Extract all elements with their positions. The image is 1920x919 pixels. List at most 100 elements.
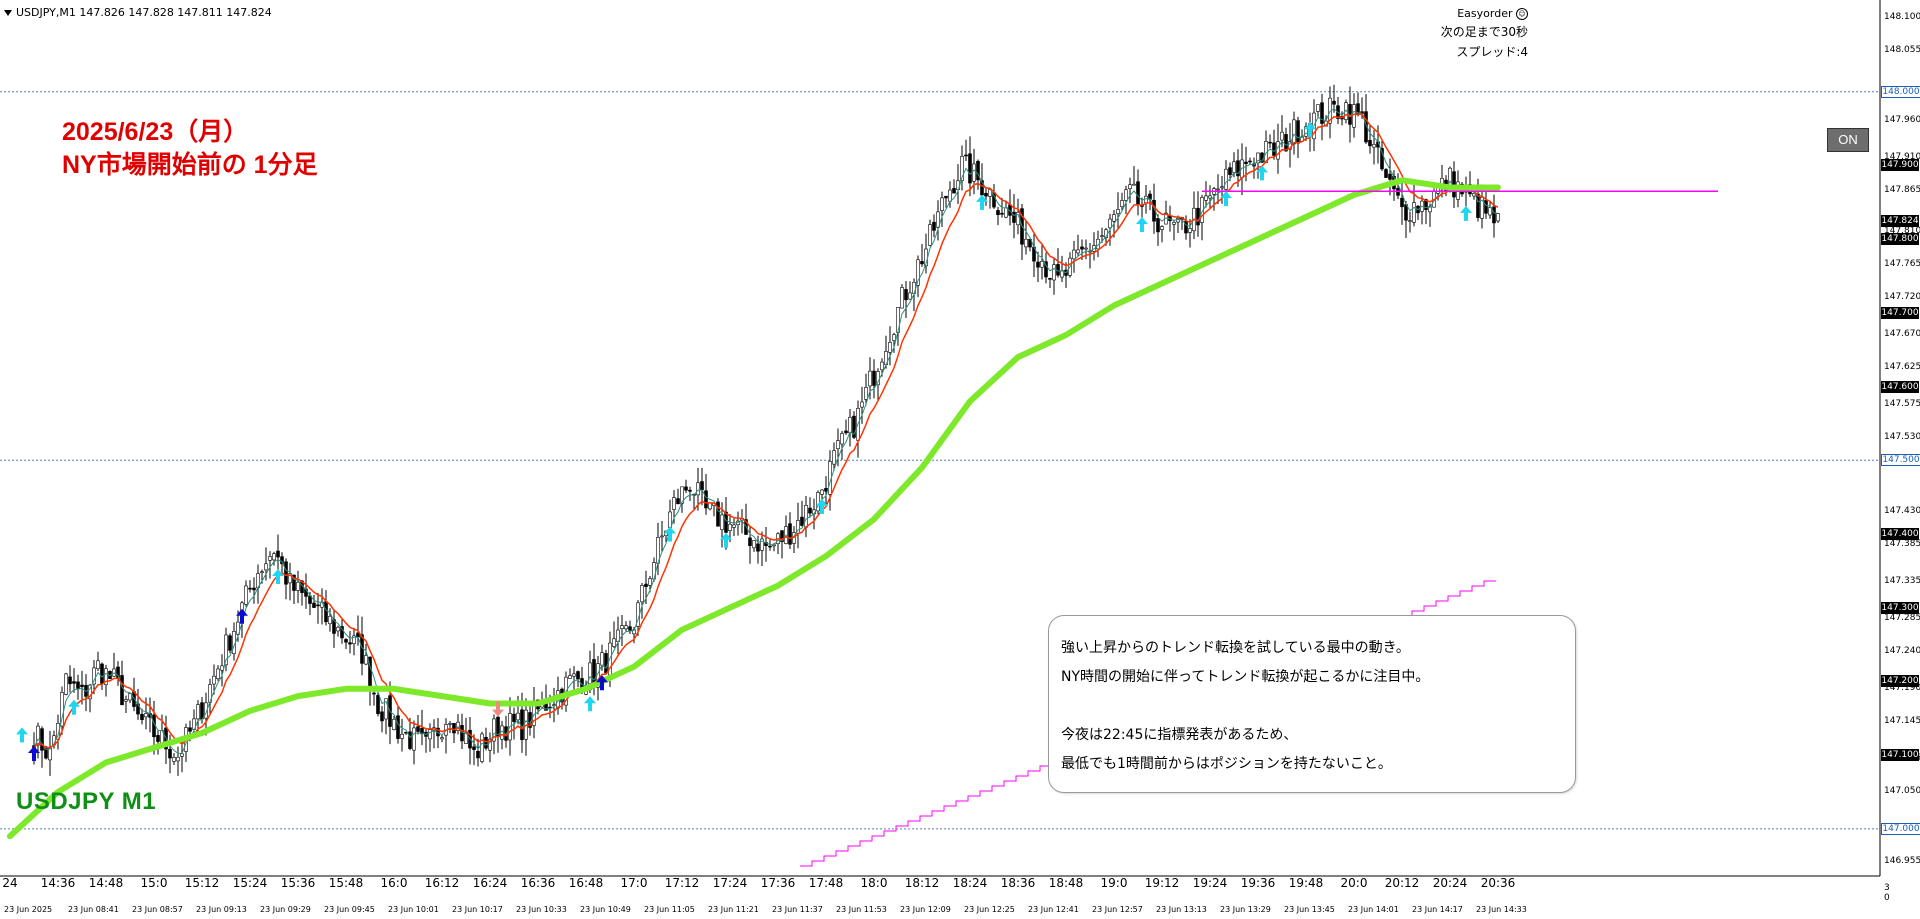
- candle-down: [420, 728, 424, 735]
- candle-up: [1292, 119, 1296, 145]
- time-tick-label: 17:24: [712, 876, 748, 890]
- candle-up: [92, 667, 96, 685]
- candle-down: [460, 725, 464, 742]
- price-tick-label: 147.430: [1884, 505, 1920, 516]
- candle-up: [1024, 238, 1028, 248]
- candle-down: [704, 490, 708, 509]
- candle-up: [96, 660, 100, 670]
- candle-down: [684, 486, 688, 491]
- time-tick-label: 16:24: [472, 876, 508, 890]
- candle-down: [80, 684, 84, 688]
- candle-up: [900, 287, 904, 309]
- time-tick-label: 17:12: [664, 876, 700, 890]
- note-box: 強い上昇からのトレンド転換を試している最中の動き。 NY時間の開始に伴ってトレン…: [1048, 615, 1576, 793]
- candle-up: [1004, 207, 1008, 218]
- candle-down: [688, 489, 692, 492]
- candle-down: [348, 642, 352, 645]
- server-time-label: 23 Jun 13:13: [1156, 905, 1207, 914]
- server-time-label: 23 Jun 10:49: [580, 905, 631, 914]
- price-tick-label: 147.765: [1884, 258, 1920, 269]
- candle-up: [64, 673, 68, 695]
- price-level-badge: 148.000: [1881, 85, 1920, 98]
- server-time-label: 23 Jun 10:33: [516, 905, 567, 914]
- price-tick-label: 147.335: [1884, 575, 1920, 586]
- candle-down: [292, 574, 296, 591]
- candle-up: [1256, 152, 1260, 164]
- candle-up: [1116, 209, 1120, 215]
- time-tick-label: 15:24: [232, 876, 268, 890]
- on-button[interactable]: ON: [1827, 128, 1869, 152]
- candle-down: [1044, 261, 1048, 278]
- candle-up: [1120, 200, 1124, 207]
- time-tick-label: 16:36: [520, 876, 556, 890]
- time-tick-label: 15:36: [280, 876, 316, 890]
- buy-arrow-light-icon: [664, 526, 676, 542]
- candle-up: [836, 440, 840, 450]
- time-tick-label: 20:12: [1384, 876, 1420, 890]
- time-tick-label: 19:48: [1288, 876, 1324, 890]
- buy-arrow-dark-icon: [28, 746, 40, 762]
- candle-up: [708, 502, 712, 510]
- server-time-label: 23 Jun 11:21: [708, 905, 759, 914]
- candle-up: [1100, 235, 1104, 237]
- candle-down: [1452, 171, 1456, 198]
- server-time-label: 23 Jun 13:29: [1220, 905, 1271, 914]
- candle-up: [440, 737, 444, 740]
- buy-arrow-light-icon: [976, 194, 988, 210]
- candle-down: [984, 192, 988, 197]
- sub-scale-label: 0: [1884, 893, 1890, 903]
- candle-down: [512, 713, 516, 722]
- candle-down: [700, 481, 704, 491]
- candle-up: [648, 578, 652, 586]
- candle-down: [604, 653, 608, 674]
- time-tick-label: 18:0: [860, 876, 888, 890]
- time-tick-label: 15:12: [184, 876, 220, 890]
- server-time-label: 23 Jun 11:05: [644, 905, 695, 914]
- price-tick-label: 147.145: [1884, 715, 1920, 726]
- price-level-badge: 147.100: [1881, 749, 1919, 762]
- candle-down: [276, 550, 280, 558]
- slow-ma-line: [7, 177, 1501, 840]
- candle-down: [724, 511, 728, 533]
- candle-down: [1332, 100, 1336, 105]
- candle-down: [676, 498, 680, 505]
- candle-up: [260, 571, 264, 573]
- candle-up: [1108, 218, 1112, 229]
- server-time-label: 23 Jun 10:01: [388, 905, 439, 914]
- candle-down: [1268, 141, 1272, 144]
- candle-up: [624, 625, 628, 630]
- candle-up: [936, 211, 940, 228]
- candle-up: [1112, 214, 1116, 222]
- caret-down-icon[interactable]: [4, 9, 12, 16]
- candle-down: [376, 695, 380, 715]
- candle-down: [1000, 212, 1004, 215]
- candle-up: [600, 652, 604, 666]
- candle-down: [324, 601, 328, 623]
- candle-down: [576, 671, 580, 680]
- candle-down: [748, 537, 752, 546]
- time-tick-label: 19:36: [1240, 876, 1276, 890]
- candle-up: [680, 486, 684, 504]
- price-level-badge: 147.824: [1881, 215, 1919, 228]
- candle-up: [1280, 131, 1284, 141]
- candle-down: [1048, 278, 1052, 280]
- bar-timer: 次の足まで30秒: [1440, 25, 1528, 39]
- candle-down: [964, 154, 968, 157]
- candle-up: [1224, 168, 1228, 190]
- title-line-date: 2025/6/23（月）: [62, 118, 249, 146]
- server-time-label: 23 Jun 2025: [4, 905, 53, 914]
- time-tick-label: 18:36: [1000, 876, 1036, 890]
- price-level-badge: 147.200: [1881, 675, 1919, 688]
- candle-up: [1084, 247, 1088, 250]
- title-line-session: NY市場開始前の 1分足: [62, 151, 318, 179]
- server-time-label: 23 Jun 14:01: [1348, 905, 1399, 914]
- candle-down: [1136, 181, 1140, 205]
- candle-up: [916, 259, 920, 286]
- candle-down: [904, 289, 908, 301]
- candle-up: [908, 292, 912, 300]
- candle-down: [72, 681, 76, 684]
- candle-up: [124, 699, 128, 702]
- candle-up: [816, 492, 820, 512]
